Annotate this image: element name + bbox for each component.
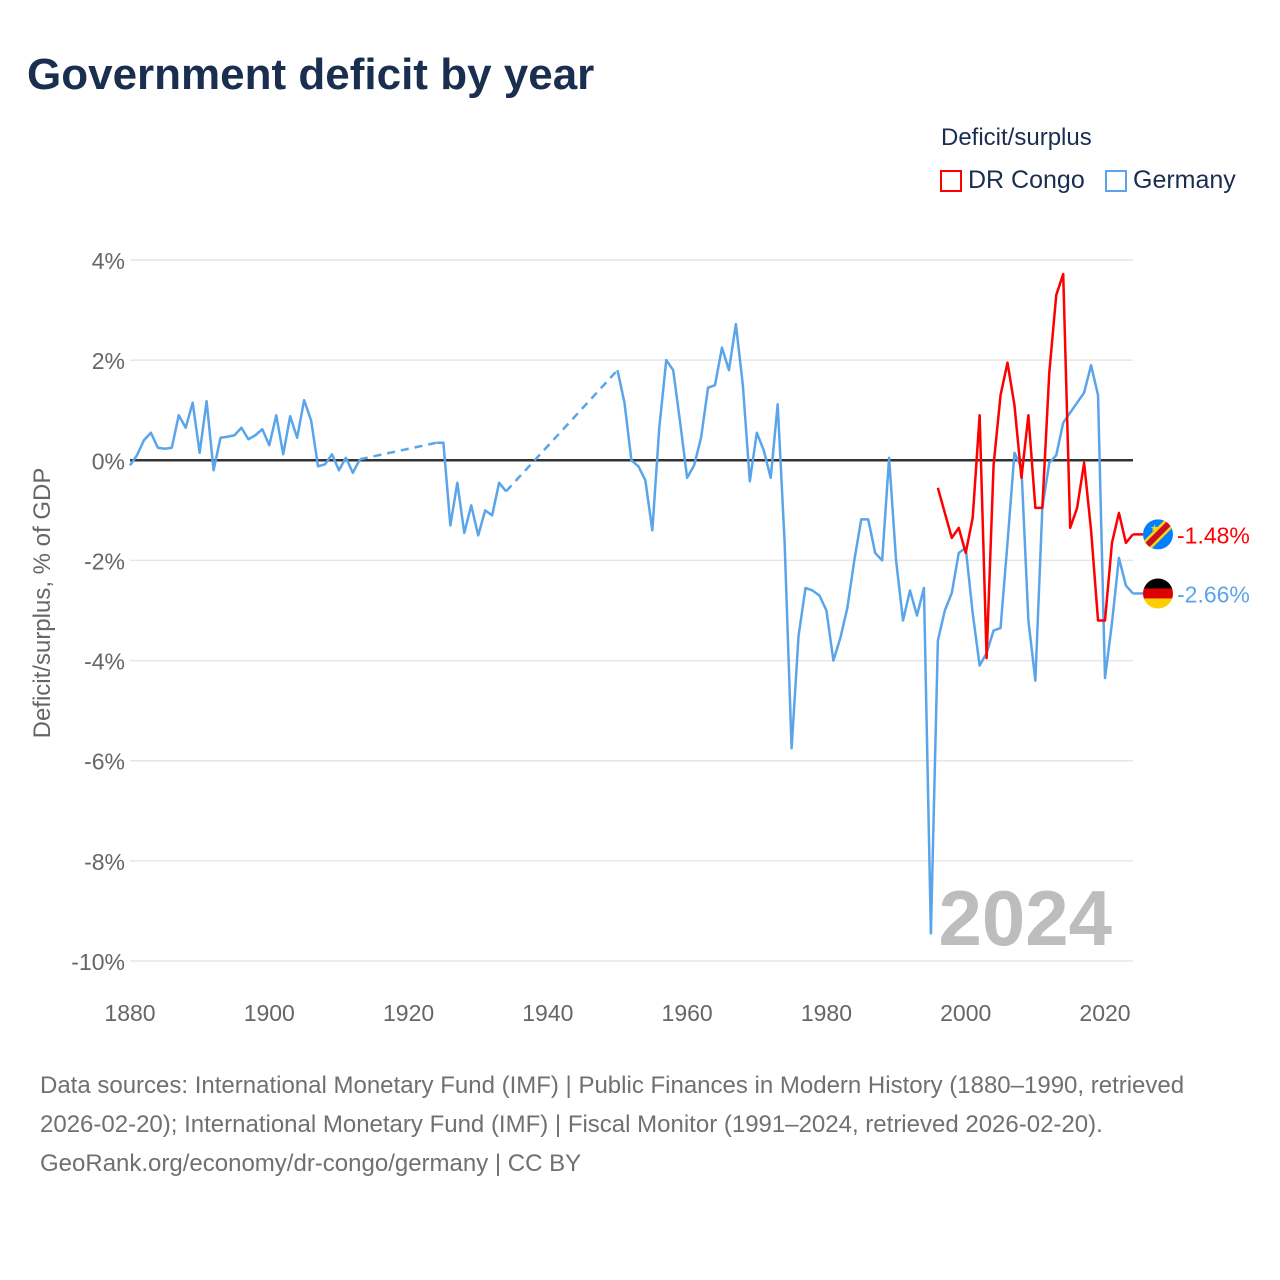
- x-tick-label: 1900: [244, 1000, 295, 1026]
- x-tick-label: 1980: [801, 1000, 852, 1026]
- x-tick-label: 1920: [383, 1000, 434, 1026]
- plot-area: Deficit/surplus, % of GDP 4% 2% 0% -2% -4% -6…: [29, 248, 1250, 1026]
- y-tick-label: -8%: [84, 849, 125, 875]
- series-line: [128, 398, 361, 475]
- series-line: [936, 272, 1134, 660]
- legend-item-germany[interactable]: Germany: [1105, 166, 1236, 195]
- legend-swatch-dr-congo: [940, 169, 962, 192]
- x-tick-label: 1960: [662, 1000, 713, 1026]
- dr-congo-flag-icon: ★: [1143, 519, 1173, 550]
- x-tick-label: 2020: [1079, 1000, 1130, 1026]
- end-value-label: -2.66%: [1177, 581, 1250, 607]
- series-gap-line: [505, 369, 619, 493]
- series-line: [436, 441, 508, 537]
- legend-swatch-germany: [1105, 169, 1127, 192]
- legend-item-dr-congo[interactable]: DR Congo: [940, 166, 1085, 195]
- legend-label: Germany: [1133, 166, 1236, 194]
- footer: Data sources: International Monetary Fun…: [40, 1066, 1240, 1183]
- x-tick-label: 2000: [940, 1000, 991, 1026]
- svg-text:★: ★: [1150, 523, 1159, 534]
- series-germany: [128, 322, 1134, 935]
- legend-title: Deficit/surplus: [941, 124, 1092, 151]
- credit-link[interactable]: GeoRank.org/economy/dr-congo/germany | C…: [40, 1150, 582, 1177]
- y-tick-label: -10%: [71, 949, 125, 975]
- series-dr-congo: [936, 272, 1134, 660]
- y-tick-label: 2%: [92, 348, 125, 374]
- y-tick-label: 4%: [92, 248, 125, 274]
- series-line: [616, 322, 1134, 935]
- y-tick-label: -2%: [84, 548, 125, 574]
- series-gap-line: [359, 441, 437, 461]
- year-watermark: 2024: [938, 874, 1112, 962]
- y-tick-label: -4%: [84, 649, 125, 675]
- data-sources: Data sources: International Monetary Fun…: [40, 1072, 1185, 1138]
- y-axis-label: Deficit/surplus, % of GDP: [29, 468, 56, 739]
- y-tick-label: -6%: [84, 749, 125, 775]
- chart-title: Government deficit by year: [27, 50, 595, 99]
- germany-flag-icon: [1143, 578, 1173, 609]
- legend-label: DR Congo: [968, 166, 1085, 194]
- x-tick-label: 1880: [104, 1000, 155, 1026]
- end-value-label: -1.48%: [1177, 522, 1250, 548]
- x-tick-label: 1940: [522, 1000, 573, 1026]
- y-tick-label: 0%: [92, 448, 125, 474]
